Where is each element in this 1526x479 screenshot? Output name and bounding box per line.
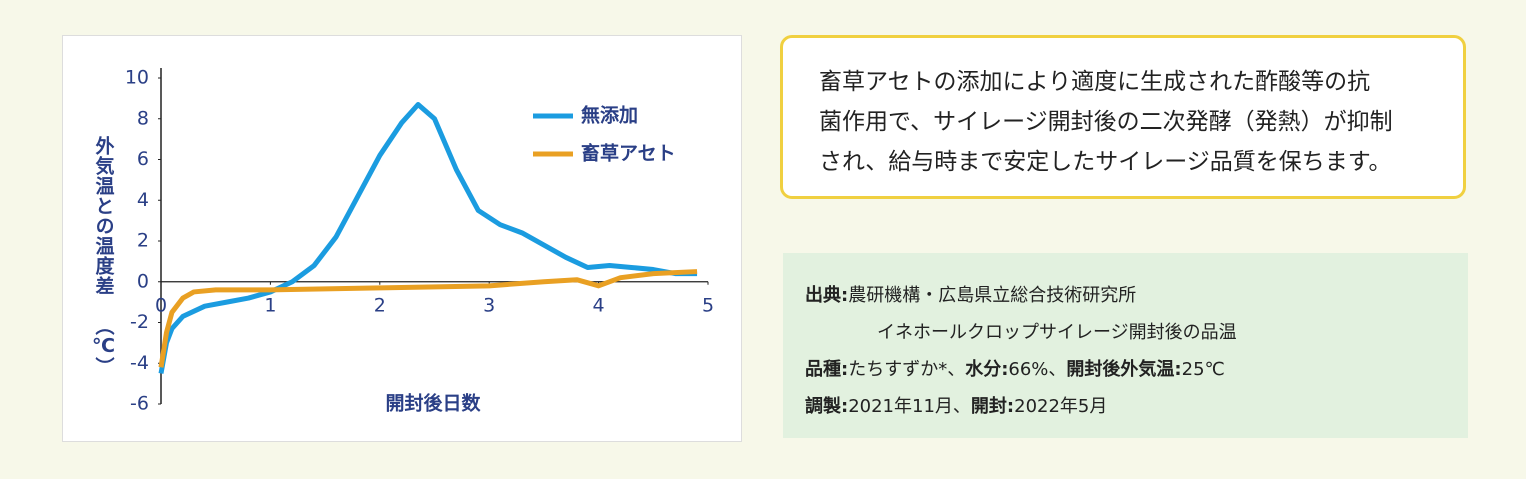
legend-label: 畜草アセト <box>581 142 676 165</box>
source-text: 農研機構・広島県立総合技術研究所 <box>848 285 1137 306</box>
source-text: イネホールクロップサイレージ開封後の品温 <box>877 322 1237 343</box>
y-tick-label: -4 <box>130 352 149 374</box>
y-tick-label: 2 <box>137 230 149 252</box>
source-row: 品種:たちすずか*、水分:66%、開封後外気温:25℃ <box>805 351 1468 388</box>
y-tick-label: -2 <box>130 311 149 333</box>
x-axis-label: 開封後日数 <box>385 392 481 415</box>
source-label: 調製: <box>805 396 849 417</box>
source-row: 調製:2021年11月、開封:2022年5月 <box>805 388 1468 425</box>
x-tick-label: 2 <box>374 294 386 316</box>
note-box: 畜草アセトの添加により適度に生成された酢酸等の抗 菌作用で、サイレージ開封後の二次… <box>780 35 1466 199</box>
chart: 開封後日数 外気温との温度差 （℃） -6 -4 -2 0 2 4 6 8 10 0 1 2 3 4 5 無添… <box>93 67 715 415</box>
source-label: 品種: <box>805 359 849 380</box>
source-row: イネホールクロップサイレージ開封後の品温 <box>805 314 1468 351</box>
x-tick-label: 4 <box>593 294 605 316</box>
series-line <box>158 101 698 374</box>
x-tick-label: 3 <box>483 294 495 316</box>
x-tick-label: 1 <box>264 294 276 316</box>
y-tick-label: 4 <box>137 189 149 211</box>
source-text: 2022年5月 <box>1014 396 1108 417</box>
source-text: 66%、 <box>1008 359 1067 380</box>
note-line: され、給与時まで安定したサイレージ品質を保ちます。 <box>819 149 1392 175</box>
x-tick-label: 0 <box>155 294 167 316</box>
source-label: 出典: <box>805 285 849 306</box>
source-text: 25℃ <box>1181 359 1225 380</box>
note-line: 畜草アセトの添加により適度に生成された酢酸等の抗 <box>819 69 1371 95</box>
source-box: 出典:農研機構・広島県立総合技術研究所イネホールクロップサイレージ開封後の品温品… <box>783 253 1468 438</box>
y-tick-label: 0 <box>137 270 149 292</box>
note-line: 菌作用で、サイレージ開封後の二次発酵（発熱）が抑制 <box>819 109 1393 135</box>
y-tick-label: -6 <box>130 393 149 415</box>
source-text: 2021年11月、 <box>848 396 971 417</box>
source-text: たちすずか*、 <box>848 359 966 380</box>
y-tick-label: 6 <box>137 148 149 170</box>
y-tick-label: 10 <box>125 67 149 89</box>
source-row: 出典:農研機構・広島県立総合技術研究所 <box>805 277 1468 314</box>
y-axis-unit: （℃） <box>93 316 115 376</box>
chart-panel: 開封後日数 外気温との温度差 （℃） -6 -4 -2 0 2 4 6 8 10 0 1 2 3 4 5 無添… <box>62 35 742 442</box>
source-label: 開封: <box>970 396 1015 417</box>
y-tick-label: 8 <box>137 107 149 129</box>
source-label: 開封後外気温: <box>1066 359 1182 380</box>
y-axis-label: 外気温との温度差 <box>93 135 115 296</box>
x-tick-label: 5 <box>702 294 714 316</box>
legend-label: 無添加 <box>581 104 638 127</box>
source-label: 水分: <box>965 359 1009 380</box>
series-line <box>158 269 698 368</box>
